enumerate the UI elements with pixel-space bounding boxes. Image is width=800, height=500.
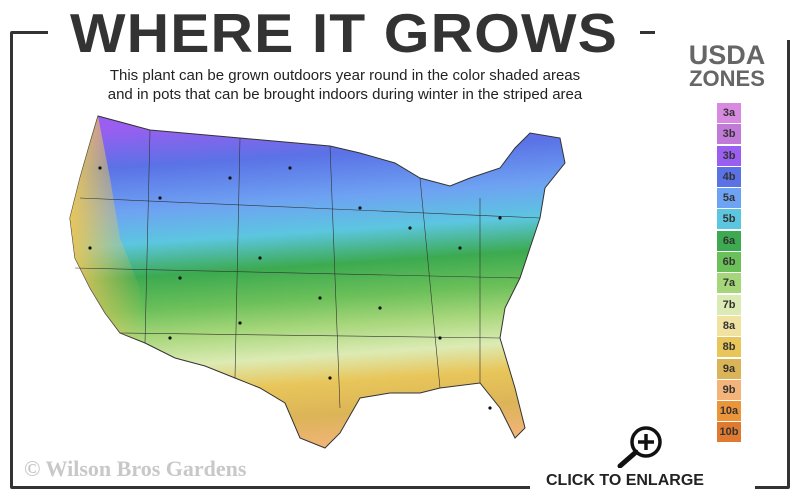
zone-legend: 3a 3b 3b 4b 5a 5b 6a 6b 7a 7b 8a 8b 9a 9b 10a 10b bbox=[717, 103, 741, 444]
zone-swatch-6b: 6b bbox=[717, 252, 741, 273]
zone-swatch-5b: 5b bbox=[717, 209, 741, 230]
us-outline bbox=[69, 115, 566, 449]
zone-swatch-7a: 7a bbox=[717, 273, 741, 294]
zone-swatch-4b: 4b bbox=[717, 166, 741, 187]
subtitle-line-2: and in pots that can be brought indoors … bbox=[107, 86, 583, 103]
page-title: WHERE IT GROWS bbox=[70, 2, 618, 64]
zone-swatch-3b: 3b bbox=[717, 124, 741, 145]
usda-zone-map[interactable] bbox=[60, 108, 570, 453]
zone-swatch-8a: 8a bbox=[717, 315, 741, 336]
zone-swatch-3a: 3a bbox=[717, 103, 741, 123]
zoom-in-magnifier-icon bbox=[617, 426, 662, 468]
zone-swatch-6a: 6a bbox=[717, 230, 741, 251]
zone-swatch-5a: 5a bbox=[717, 188, 741, 209]
legend-title: USDA ZONES bbox=[672, 40, 782, 91]
zone-swatch-10a: 10a bbox=[717, 401, 741, 422]
enlarge-backdrop bbox=[530, 470, 755, 500]
zone-swatch-9b: 9b bbox=[717, 379, 741, 400]
click-to-enlarge-label: CLICK TO ENLARGE bbox=[546, 472, 704, 489]
click-to-enlarge-button[interactable]: CLICK TO ENLARGE bbox=[540, 420, 730, 495]
state-borders bbox=[74, 129, 541, 409]
legend-backdrop bbox=[655, 20, 790, 40]
legend-title-line-2: ZONES bbox=[689, 66, 765, 91]
west-coast-warm-zone bbox=[70, 116, 145, 343]
zone-swatch-7b: 7b bbox=[717, 294, 741, 315]
subtitle: This plant can be grown outdoors year ro… bbox=[40, 66, 650, 104]
title-backdrop bbox=[48, 20, 640, 44]
zone-swatch-9a: 9a bbox=[717, 358, 741, 379]
zone-swatch-8b: 8b bbox=[717, 337, 741, 358]
legend-title-line-1: USDA bbox=[688, 40, 766, 70]
city-dots bbox=[88, 166, 502, 410]
zone-swatch-3b: 3b bbox=[717, 145, 741, 166]
subtitle-line-1: This plant can be grown outdoors year ro… bbox=[109, 67, 581, 84]
zone-swatch-10b: 10b bbox=[717, 422, 741, 443]
copyright-watermark: © Wilson Bros Gardens bbox=[24, 456, 247, 481]
